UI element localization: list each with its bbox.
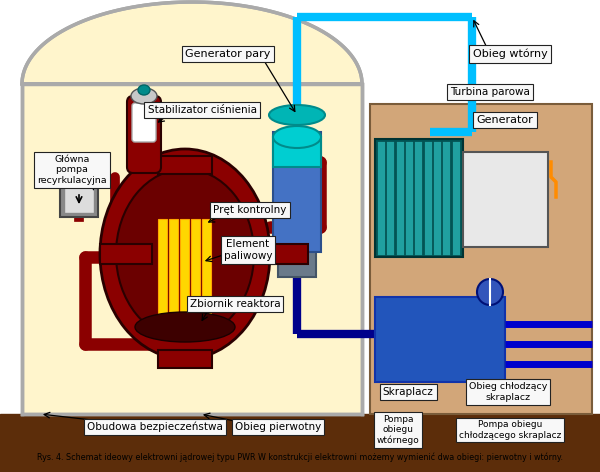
Polygon shape — [22, 2, 362, 84]
Bar — [60, 175, 98, 217]
Ellipse shape — [273, 126, 321, 148]
Ellipse shape — [131, 88, 157, 104]
Text: Pręt kontrolny: Pręt kontrolny — [214, 205, 287, 215]
Bar — [169, 219, 178, 327]
Text: Element
paliwowy: Element paliwowy — [224, 239, 272, 261]
Text: Generator pary: Generator pary — [185, 49, 271, 59]
Text: Obieg pierwotny: Obieg pierwotny — [235, 422, 321, 432]
Ellipse shape — [116, 169, 254, 339]
Bar — [0, 414, 600, 472]
Bar — [405, 141, 413, 255]
Text: Turbina parowa: Turbina parowa — [450, 87, 530, 97]
Text: Obieg wtórny: Obieg wtórny — [473, 49, 547, 59]
Text: Główna
pompa
recyrkulacyjna: Główna pompa recyrkulacyjna — [37, 155, 107, 185]
Text: Stabilizator ciśnienia: Stabilizator ciśnienia — [148, 105, 257, 115]
Bar — [202, 219, 211, 327]
Bar — [395, 141, 404, 255]
Bar — [415, 141, 422, 255]
Bar — [273, 132, 321, 252]
Text: Obudowa bezpieczeństwa: Obudowa bezpieczeństwa — [87, 422, 223, 432]
Bar — [375, 139, 463, 257]
Bar — [386, 141, 394, 255]
Bar — [64, 183, 94, 213]
Bar — [100, 244, 152, 264]
Bar — [158, 156, 212, 174]
Text: Skraplacz: Skraplacz — [383, 387, 433, 397]
Text: Pompa
obiegu
wtórnego: Pompa obiegu wtórnego — [377, 415, 419, 445]
Text: Zbiornik reaktora: Zbiornik reaktora — [190, 299, 280, 309]
Bar — [370, 104, 592, 414]
Ellipse shape — [138, 85, 150, 95]
Bar — [442, 141, 451, 255]
Bar — [158, 219, 167, 327]
Bar — [158, 350, 212, 368]
Bar — [433, 141, 441, 255]
FancyBboxPatch shape — [132, 103, 156, 142]
Bar — [273, 137, 321, 167]
FancyBboxPatch shape — [127, 96, 161, 173]
Text: Rys. 4. Schemat ideowy elektrowni jądrowej typu PWR W konstrukcji elektrowni moż: Rys. 4. Schemat ideowy elektrowni jądrow… — [37, 453, 563, 462]
Text: Generator: Generator — [476, 115, 533, 125]
Bar — [256, 244, 308, 264]
Text: Pompa obiegu
chłodzącego skraplacz: Pompa obiegu chłodzącego skraplacz — [459, 420, 561, 440]
Ellipse shape — [269, 105, 325, 125]
Bar — [377, 141, 385, 255]
Bar — [191, 219, 200, 327]
Bar — [463, 152, 548, 247]
Text: Obieg chłodzący
skraplacz: Obieg chłodzący skraplacz — [469, 382, 547, 402]
Bar — [278, 249, 316, 277]
Bar — [424, 141, 432, 255]
Circle shape — [477, 279, 503, 305]
Bar — [22, 84, 362, 414]
Bar — [452, 141, 460, 255]
Ellipse shape — [100, 149, 270, 359]
Bar — [180, 219, 189, 327]
Bar — [375, 297, 505, 382]
Ellipse shape — [135, 312, 235, 342]
